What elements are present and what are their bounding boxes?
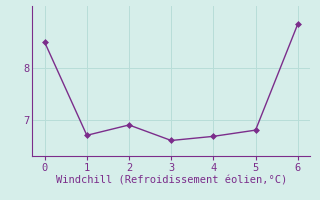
X-axis label: Windchill (Refroidissement éolien,°C): Windchill (Refroidissement éolien,°C) <box>56 176 287 186</box>
